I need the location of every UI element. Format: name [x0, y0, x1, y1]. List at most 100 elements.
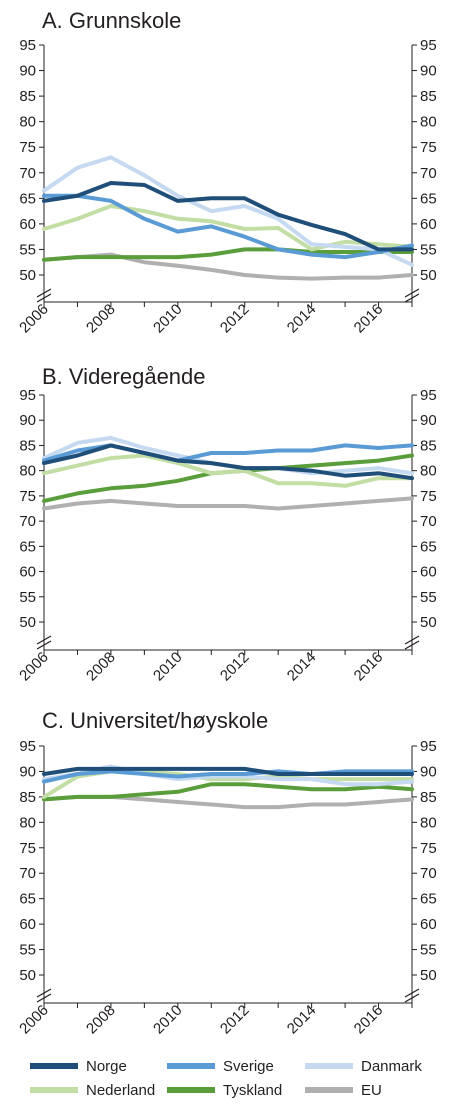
y-tick-label-left: 95 — [19, 37, 36, 54]
x-tick-label: 2006 — [16, 649, 52, 685]
x-tick-label: 2008 — [83, 1002, 119, 1038]
y-tick-label-right: 55 — [420, 942, 437, 959]
y-tick-label-left: 95 — [19, 738, 36, 755]
panel-title: C. Universitet/høyskole — [42, 708, 268, 733]
y-tick-label-left: 60 — [19, 916, 36, 933]
panel-3: C. Universitet/høyskole 50 50 55 55 60 60 65 65 7… — [16, 708, 436, 1037]
y-tick-label-left: 55 — [19, 942, 36, 959]
legend-item-nederland: Nederland — [30, 1082, 155, 1099]
y-tick-label-left: 70 — [19, 165, 36, 182]
y-tick-label-left: 85 — [19, 437, 36, 454]
y-tick-label-right: 70 — [420, 513, 437, 530]
x-tick-label: 2008 — [83, 301, 119, 337]
y-tick-label-right: 85 — [420, 789, 437, 806]
x-tick-label: 2014 — [284, 1002, 320, 1038]
y-tick-label-left: 95 — [19, 387, 36, 404]
y-tick-label-right: 80 — [420, 463, 437, 480]
series-line-eu — [42, 252, 414, 281]
legend-label: Sverige — [223, 1058, 274, 1075]
y-tick-label-left: 80 — [19, 463, 36, 480]
y-tick-label-left: 55 — [19, 589, 36, 606]
y-tick-label-left: 80 — [19, 814, 36, 831]
x-tick-label: 2012 — [217, 301, 253, 337]
x-tick-label: 2010 — [150, 301, 186, 337]
y-tick-label-right: 60 — [420, 916, 437, 933]
series-line-tyskland — [42, 247, 414, 262]
y-tick-label-right: 90 — [420, 412, 437, 429]
y-tick-label-right: 50 — [420, 267, 437, 284]
y-tick-label-right: 70 — [420, 165, 437, 182]
series-line-sverige — [42, 769, 414, 784]
y-tick-label-left: 65 — [19, 190, 36, 207]
y-tick-label-right: 85 — [420, 437, 437, 454]
x-tick-label: 2008 — [83, 649, 119, 685]
x-tick-label: 2006 — [16, 301, 52, 337]
y-tick-label-right: 95 — [420, 387, 437, 404]
y-tick-label-right: 85 — [420, 88, 437, 105]
series-line-eu — [42, 496, 414, 511]
y-tick-label-right: 75 — [420, 488, 437, 505]
series-line-danmark — [42, 155, 414, 267]
y-tick-label-right: 75 — [420, 840, 437, 857]
axis-break-left — [36, 987, 52, 1003]
y-tick-label-left: 70 — [19, 513, 36, 530]
y-tick-label-right: 55 — [420, 241, 437, 258]
legend-label: Nederland — [86, 1082, 155, 1099]
axis-break-right — [404, 987, 420, 1003]
y-tick-label-left: 50 — [19, 614, 36, 631]
y-tick-label-left: 80 — [19, 114, 36, 131]
legend-item-tyskland: Tyskland — [167, 1082, 282, 1099]
y-tick-label-right: 70 — [420, 865, 437, 882]
y-tick-label-right: 65 — [420, 891, 437, 908]
panel-2: B. Videregående 50 50 55 55 60 60 65 65 70 70 75 75 8… — [16, 364, 436, 684]
series-line-norge — [42, 181, 414, 252]
y-tick-label-left: 60 — [19, 564, 36, 581]
x-tick-label: 2016 — [351, 649, 387, 685]
y-tick-label-left: 65 — [19, 538, 36, 555]
y-tick-label-left: 50 — [19, 967, 36, 984]
y-tick-label-left: 60 — [19, 216, 36, 233]
axis-break-left — [36, 634, 52, 650]
legend-item-danmark: Danmark — [305, 1058, 422, 1075]
panel-title: B. Videregående — [42, 364, 206, 389]
y-tick-label-left: 85 — [19, 88, 36, 105]
panel-1: A. Grunnskole 50 50 55 55 60 60 65 65 70 70 75 75 80 8… — [16, 8, 436, 336]
y-tick-label-right: 55 — [420, 589, 437, 606]
x-tick-label: 2016 — [351, 301, 387, 337]
series-line-nederland — [42, 453, 414, 488]
axis-break-left — [36, 287, 52, 303]
y-tick-label-right: 90 — [420, 763, 437, 780]
y-tick-label-right: 65 — [420, 538, 437, 555]
y-tick-label-right: 75 — [420, 139, 437, 156]
y-tick-label-left: 75 — [19, 488, 36, 505]
series-line-tyskland — [42, 782, 414, 802]
axis-break-right — [404, 287, 420, 303]
x-tick-label: 2014 — [284, 301, 320, 337]
y-tick-label-left: 50 — [19, 267, 36, 284]
legend-item-eu: EU — [305, 1082, 382, 1099]
y-tick-label-right: 65 — [420, 190, 437, 207]
y-tick-label-right: 50 — [420, 967, 437, 984]
y-tick-label-right: 80 — [420, 814, 437, 831]
y-tick-label-right: 95 — [420, 738, 437, 755]
y-tick-label-left: 90 — [19, 63, 36, 80]
y-tick-label-right: 60 — [420, 564, 437, 581]
y-tick-label-right: 95 — [420, 37, 437, 54]
y-tick-label-left: 75 — [19, 840, 36, 857]
y-tick-label-left: 65 — [19, 891, 36, 908]
y-tick-label-left: 55 — [19, 241, 36, 258]
y-tick-label-left: 90 — [19, 763, 36, 780]
x-tick-label: 2012 — [217, 1002, 253, 1038]
x-tick-label: 2006 — [16, 1002, 52, 1038]
x-tick-label: 2016 — [351, 1002, 387, 1038]
x-tick-label: 2010 — [150, 649, 186, 685]
x-tick-label: 2012 — [217, 649, 253, 685]
legend-label: Norge — [86, 1058, 127, 1075]
axis-break-right — [404, 634, 420, 650]
legend-item-norge: Norge — [30, 1058, 127, 1075]
y-tick-label-left: 70 — [19, 865, 36, 882]
y-tick-label-left: 85 — [19, 789, 36, 806]
legend-label: EU — [361, 1082, 382, 1099]
panel-title: A. Grunnskole — [42, 8, 181, 33]
